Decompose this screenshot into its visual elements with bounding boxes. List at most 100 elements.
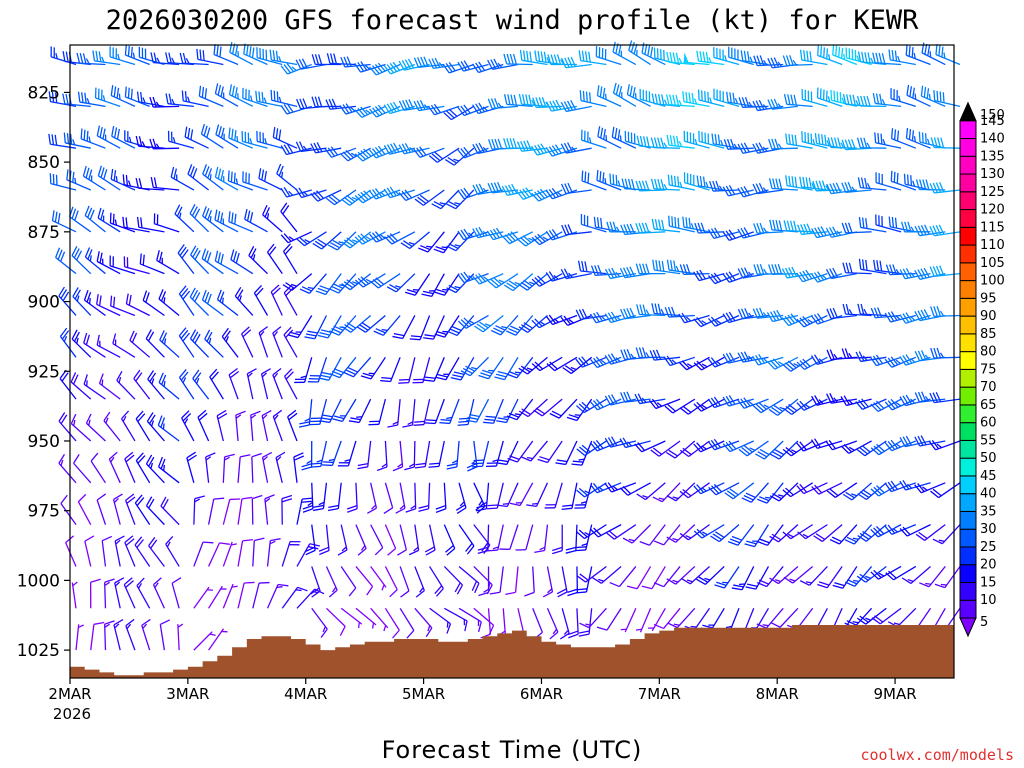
wind-barb <box>112 493 123 525</box>
wind-barb <box>546 608 559 640</box>
wind-barb <box>160 496 180 526</box>
wind-barb <box>408 524 420 556</box>
wind-barb <box>713 88 740 107</box>
wind-barb <box>109 46 136 66</box>
wind-barb <box>487 181 519 194</box>
wind-barb <box>496 482 519 508</box>
wind-barb <box>76 52 106 66</box>
colorbar-label: 50 <box>980 451 997 466</box>
wind-barb <box>914 224 946 237</box>
wind-barb <box>427 103 460 116</box>
y-tick-label: 1000 <box>17 571 60 591</box>
wind-barb <box>811 395 843 406</box>
wind-barb <box>181 90 209 107</box>
wind-barb <box>384 566 398 598</box>
wind-barb <box>326 607 346 636</box>
wind-barb <box>567 608 579 639</box>
wind-barb <box>515 524 534 551</box>
wind-barb <box>769 524 799 543</box>
wind-barb <box>222 541 237 567</box>
wind-barb <box>920 85 946 107</box>
wind-barb <box>698 130 725 149</box>
colorbar-swatch <box>959 209 977 228</box>
y-tick-label: 950 <box>28 432 60 452</box>
wind-barb <box>905 44 931 66</box>
wind-barb <box>605 524 637 540</box>
colorbar-swatch <box>959 581 977 601</box>
wind-barb <box>110 295 136 317</box>
colorbar-swatch <box>959 404 977 424</box>
wind-barb <box>810 313 843 325</box>
wind-barb <box>817 566 843 589</box>
wind-barb <box>429 607 452 634</box>
wind-barb <box>842 262 872 275</box>
wind-barb <box>251 494 263 525</box>
wind-barb <box>767 356 799 370</box>
wind-barb <box>626 84 651 107</box>
wind-barb <box>181 410 195 442</box>
wind-barb <box>934 566 961 589</box>
wind-barb <box>560 182 592 195</box>
wind-barb <box>858 216 887 233</box>
wind-barb <box>738 440 769 457</box>
wind-barb <box>139 253 165 275</box>
wind-barb <box>357 440 372 470</box>
wind-barb <box>266 243 283 275</box>
credit-link[interactable]: coolwx.com/models <box>860 746 1014 764</box>
wind-barb <box>841 348 872 360</box>
wind-barb <box>398 357 416 384</box>
wind-barb <box>518 314 548 333</box>
wind-barb <box>96 125 121 149</box>
colorbar-label: 45 <box>980 469 997 484</box>
colorbar-swatch <box>959 173 977 193</box>
wind-barb <box>756 566 784 588</box>
x-tick-label: 6MAR <box>520 685 563 703</box>
wind-barb <box>635 347 666 359</box>
wind-barb <box>899 479 931 491</box>
wind-barb <box>204 329 224 358</box>
wind-barb <box>665 94 695 107</box>
wind-barb <box>123 577 136 609</box>
wind-barb <box>234 286 254 316</box>
wind-barb <box>533 398 563 417</box>
wind-barb <box>129 330 151 358</box>
wind-barb <box>414 189 445 206</box>
colorbar-swatch <box>959 475 977 495</box>
wind-barb <box>337 440 357 467</box>
wind-barb <box>503 94 533 107</box>
wind-barb <box>435 356 460 381</box>
wind-barb <box>842 482 873 501</box>
wind-barb <box>187 164 209 191</box>
wind-barb <box>707 438 740 451</box>
wind-barb <box>75 624 84 651</box>
wind-barb <box>193 495 205 525</box>
wind-barb <box>711 133 740 149</box>
wind-barb <box>737 351 769 363</box>
wind-barb <box>370 524 384 556</box>
wind-barb <box>651 303 681 317</box>
wind-barb <box>483 398 504 424</box>
wind-barb <box>767 98 799 110</box>
wind-barb <box>256 130 283 149</box>
wind-barb <box>782 398 814 416</box>
wind-barb <box>192 369 210 400</box>
wind-barb <box>135 410 151 442</box>
wind-barb <box>405 482 417 513</box>
wind-barb <box>855 398 887 411</box>
wind-barb <box>48 91 77 107</box>
wind-barb <box>159 330 180 358</box>
wind-barb <box>576 524 607 540</box>
wind-barb <box>424 398 445 425</box>
wind-barb <box>929 181 961 194</box>
wind-barb <box>84 205 106 233</box>
wind-barb <box>842 303 872 317</box>
wind-barb <box>561 224 592 236</box>
colorbar-swatch <box>959 297 977 317</box>
wind-barb <box>109 212 136 233</box>
wind-barb <box>214 83 239 107</box>
wind-barb <box>215 124 239 149</box>
wind-barb <box>280 143 312 156</box>
wind-barb <box>628 40 651 66</box>
colorbar-swatch <box>959 226 977 246</box>
wind-barb <box>697 89 725 107</box>
